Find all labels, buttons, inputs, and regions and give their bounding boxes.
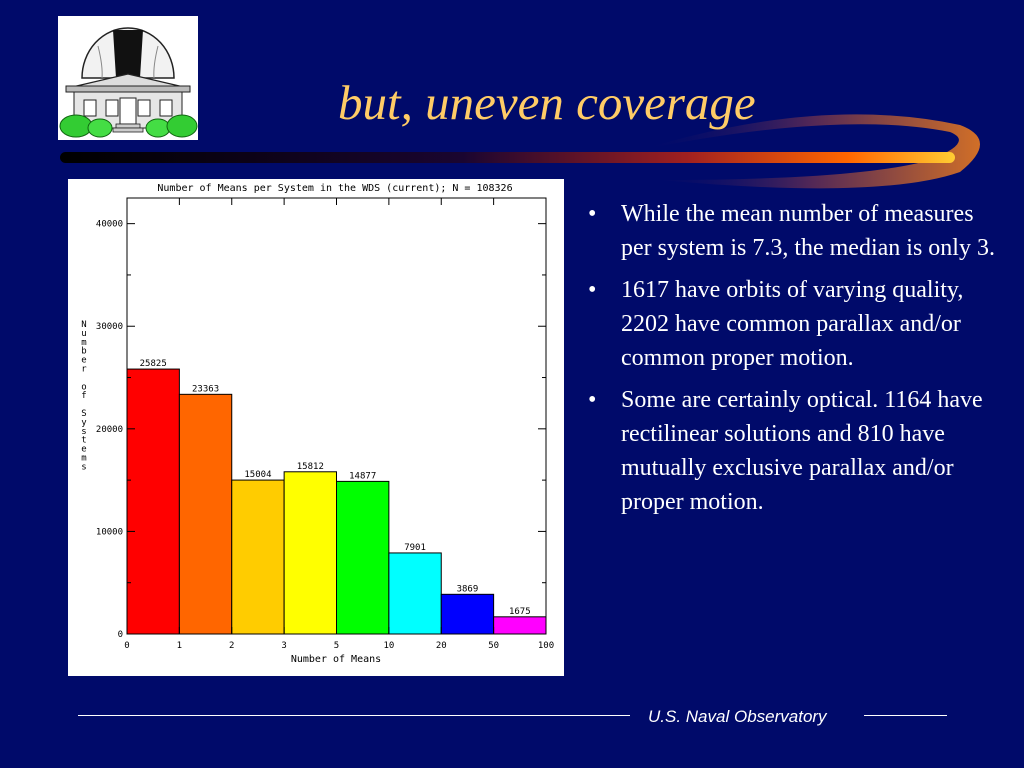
bullet-marker: • — [588, 201, 597, 227]
bullet-marker: • — [588, 387, 597, 413]
x-tick-label: 3 — [281, 641, 286, 651]
y-axis-label-char: e — [81, 445, 86, 455]
bar-value-label: 14877 — [349, 471, 376, 481]
y-tick-label: 10000 — [96, 527, 123, 537]
y-axis-label-char: y — [81, 418, 87, 428]
x-tick-label: 2 — [229, 641, 234, 651]
histogram-bar — [440, 593, 495, 635]
observatory-logo — [58, 16, 198, 140]
bullet-item: • While the mean number of measures per s… — [580, 197, 1000, 265]
y-tick-label: 40000 — [96, 220, 123, 230]
histogram-bar — [178, 393, 233, 635]
bullet-item: • Some are certainly optical. 1164 have r… — [580, 383, 1000, 519]
y-axis-label-char: t — [81, 436, 86, 446]
bar-value-label: 7901 — [404, 543, 426, 553]
x-tick-label: 1 — [177, 641, 182, 651]
y-tick-label: 0 — [118, 630, 123, 640]
bullet-marker: • — [588, 277, 597, 303]
bar-value-label: 15812 — [297, 462, 324, 472]
bar-value-label: 15004 — [244, 470, 271, 480]
footer-rule-left — [78, 715, 630, 716]
y-axis-label-char: S — [81, 409, 86, 419]
title-swoosh-decoration — [60, 114, 980, 189]
y-axis-label-char: s — [81, 462, 86, 472]
footer-rule-right — [864, 715, 947, 716]
histogram-bar — [283, 471, 337, 635]
bar-value-label: 25825 — [140, 359, 167, 369]
x-tick-label: 5 — [334, 641, 339, 651]
y-axis-label-char: s — [81, 427, 86, 437]
footer-text: U.S. Naval Observatory — [648, 707, 827, 726]
histogram-bar — [231, 479, 285, 635]
histogram-chart: Number of Means per System in the WDS (c… — [81, 183, 554, 665]
bullet-text: 1617 have orbits of varying quality, 220… — [621, 277, 964, 371]
y-tick-label: 30000 — [96, 322, 123, 332]
y-axis-label-char: m — [81, 338, 86, 348]
observatory-dome-icon — [58, 16, 198, 140]
slide-title: but, uneven coverage — [338, 75, 756, 130]
x-tick-label: 10 — [383, 641, 394, 651]
y-axis-label-char: o — [81, 382, 86, 392]
bullet-item: • 1617 have orbits of varying quality, 22… — [580, 273, 1000, 375]
x-tick-label: 100 — [538, 641, 554, 651]
y-axis-label-char: u — [81, 329, 86, 339]
histogram-panel: Number of Means per System in the WDS (c… — [68, 179, 564, 676]
bullet-list: • While the mean number of measures per s… — [580, 197, 1000, 527]
histogram-bar — [388, 552, 442, 635]
y-axis-label-char: b — [81, 347, 86, 357]
histogram-bar — [126, 368, 180, 635]
bullet-text: Some are certainly optical. 1164 have re… — [621, 387, 983, 515]
histogram-bar — [336, 480, 390, 635]
y-axis-label-char: m — [81, 454, 86, 464]
y-axis-label-char: f — [81, 391, 86, 401]
x-tick-label: 0 — [124, 641, 129, 651]
x-axis-label: Number of Means — [291, 654, 381, 665]
bar-value-label: 1675 — [509, 607, 531, 617]
x-tick-label: 50 — [488, 641, 499, 651]
y-axis-label-char: r — [81, 365, 87, 375]
bar-value-label: 3869 — [457, 584, 479, 594]
bullet-text: While the mean number of measures per sy… — [621, 201, 995, 261]
bar-value-label: 23363 — [192, 384, 219, 394]
chart-title: Number of Means per System in the WDS (c… — [157, 183, 512, 194]
y-axis-label-char: e — [81, 356, 86, 366]
y-tick-label: 20000 — [96, 425, 123, 435]
y-axis-label-char: N — [81, 320, 86, 330]
x-tick-label: 20 — [436, 641, 447, 651]
histogram-bar — [493, 616, 547, 635]
